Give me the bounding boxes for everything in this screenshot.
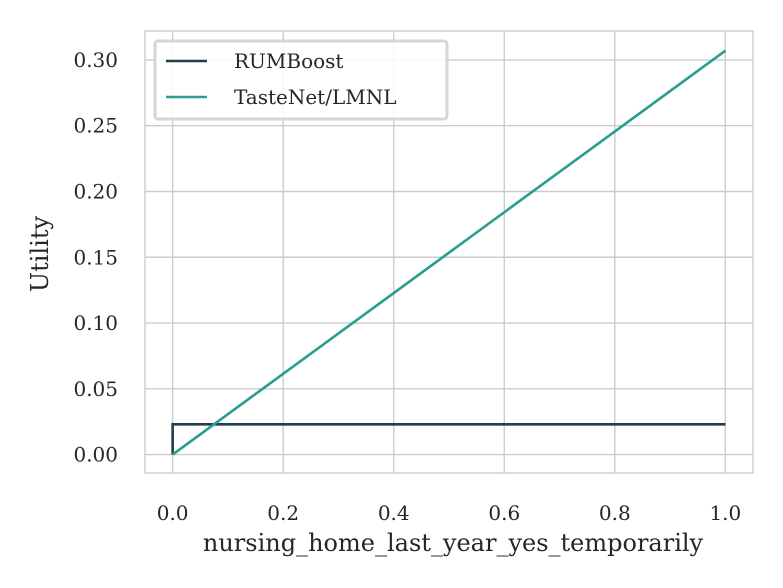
series-line-1 — [171, 49, 727, 456]
legend: RUMBoost TasteNet/LMNL — [153, 39, 449, 121]
x-axis-label: nursing_home_last_year_yes_temporarily — [203, 529, 704, 557]
y-gridlines — [145, 59, 753, 456]
y-tick-label: 0.20 — [73, 179, 118, 203]
x-tick-label: 0.4 — [378, 501, 410, 525]
y-tick-label: 0.30 — [73, 48, 118, 72]
series-layer — [171, 49, 727, 456]
y-tick-labels: 0.00 0.05 0.10 0.15 0.20 0.25 0.30 — [73, 48, 118, 467]
x-tick-label: 1.0 — [709, 501, 741, 525]
x-tick-label: 0.6 — [488, 501, 520, 525]
x-tick-labels: 0.0 0.2 0.4 0.6 0.8 1.0 — [157, 501, 742, 525]
y-tick-label: 0.00 — [73, 443, 118, 467]
legend-label-0: RUMBoost — [234, 49, 343, 73]
y-tick-label: 0.15 — [73, 245, 118, 269]
y-tick-label: 0.05 — [73, 377, 118, 401]
x-tick-label: 0.0 — [157, 501, 189, 525]
legend-box — [153, 39, 449, 121]
y-tick-label: 0.25 — [73, 114, 118, 138]
x-tick-label: 0.8 — [599, 501, 631, 525]
legend-label-1: TasteNet/LMNL — [234, 85, 397, 109]
series-line-0 — [171, 423, 726, 455]
y-axis-label: Utility — [26, 216, 54, 293]
y-tick-label: 0.10 — [73, 311, 118, 335]
plot-frame — [144, 30, 754, 474]
x-tick-label: 0.2 — [267, 501, 299, 525]
